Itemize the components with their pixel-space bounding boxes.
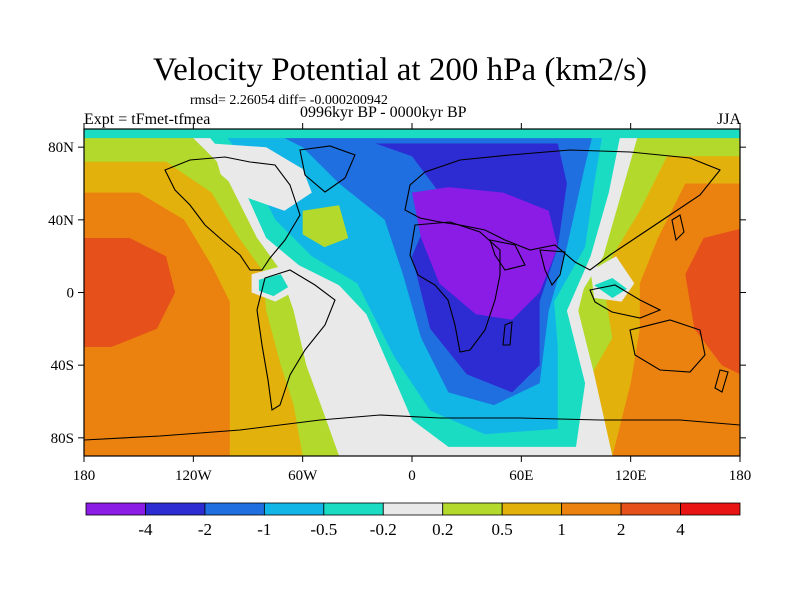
coastline-antarctica	[84, 414, 740, 441]
coastline-madagascar	[502, 321, 513, 346]
field-region-neutral-north	[211, 143, 312, 211]
experiment-label: Expt = tFmet-tfmea	[84, 111, 211, 128]
colorbar-label: -2	[198, 520, 212, 539]
colorbar-swatch	[382, 502, 444, 516]
colorbar-swatch	[680, 502, 741, 516]
colorbar-swatch	[501, 502, 563, 516]
coastlines	[84, 145, 740, 441]
coastline-india	[539, 249, 566, 287]
colorbar-label: 0.2	[432, 520, 453, 539]
coastline-greenland	[299, 145, 356, 193]
coastline-south-america	[256, 269, 336, 411]
coastline-europe-asia	[404, 149, 721, 271]
colorbar-label: -4	[138, 520, 153, 539]
x-tick-label: 120W	[175, 468, 213, 484]
colorbar-label: -1	[257, 520, 271, 539]
colorbar-swatch	[85, 502, 146, 516]
field-region-arctic-cap	[84, 129, 740, 139]
field-region-low-caribbean	[258, 274, 289, 297]
coastline-japan	[671, 214, 685, 242]
coastline-north-america	[164, 156, 301, 271]
y-tick-label: 80S	[51, 431, 74, 447]
x-tick-label: 60E	[509, 468, 533, 484]
map-axes: 180 120W 60W 0 60E 120E 180 80N 40N 0 40S 80S	[48, 123, 751, 484]
coastline-new-zealand	[714, 369, 729, 393]
x-tick-label: 180	[729, 468, 752, 484]
colorbar-label: 2	[617, 520, 626, 539]
y-tick-label: 40S	[51, 358, 74, 374]
colorbar: -4 -2 -1 -0.5 -0.2 0.2 0.5 1 2 4	[85, 502, 741, 539]
season-label: JJA	[716, 111, 741, 128]
field-region-positive-east-4	[685, 228, 740, 375]
y-tick-label: 40N	[48, 213, 74, 229]
velocity-potential-field	[84, 129, 740, 456]
colorbar-label: 0.5	[492, 520, 513, 539]
colorbar-label: 1	[557, 520, 566, 539]
colorbar-swatch	[620, 502, 681, 516]
colorbar-swatch	[561, 502, 622, 516]
period-label: 0996kyr BP - 0000kyr BP	[300, 104, 467, 121]
coastline-maritime-continent	[589, 284, 662, 319]
colorbar-label: -0.5	[310, 520, 337, 539]
colorbar-swatch	[442, 502, 503, 516]
x-tick-label: 120E	[615, 468, 647, 484]
field-region-positive-north-atlantic	[302, 205, 349, 248]
colorbar-swatch	[145, 502, 206, 516]
y-tick-label: 0	[67, 286, 75, 302]
coastline-africa	[409, 221, 501, 353]
colorbar-swatch	[204, 502, 265, 516]
field-region-low-warm-pool	[594, 278, 627, 298]
colorbar-swatch	[263, 502, 325, 516]
coastline-australia	[629, 319, 706, 373]
x-tick-label: 60W	[288, 468, 318, 484]
rmsd-diff-label: rmsd= 2.26054 diff= -0.000200942	[190, 93, 388, 108]
colorbar-swatch	[323, 502, 384, 516]
colorbar-label: -0.2	[370, 520, 397, 539]
x-tick-label: 0	[408, 468, 416, 484]
x-tick-label: 180	[73, 468, 96, 484]
field-region-positive-pacific-4	[84, 238, 176, 347]
y-tick-label: 80N	[48, 140, 74, 156]
plot-title: Velocity Potential at 200 hPa (km2/s)	[152, 52, 648, 88]
colorbar-label: 4	[676, 520, 685, 539]
coastline-arabia	[489, 239, 526, 271]
field-region-negative-5	[412, 187, 558, 320]
